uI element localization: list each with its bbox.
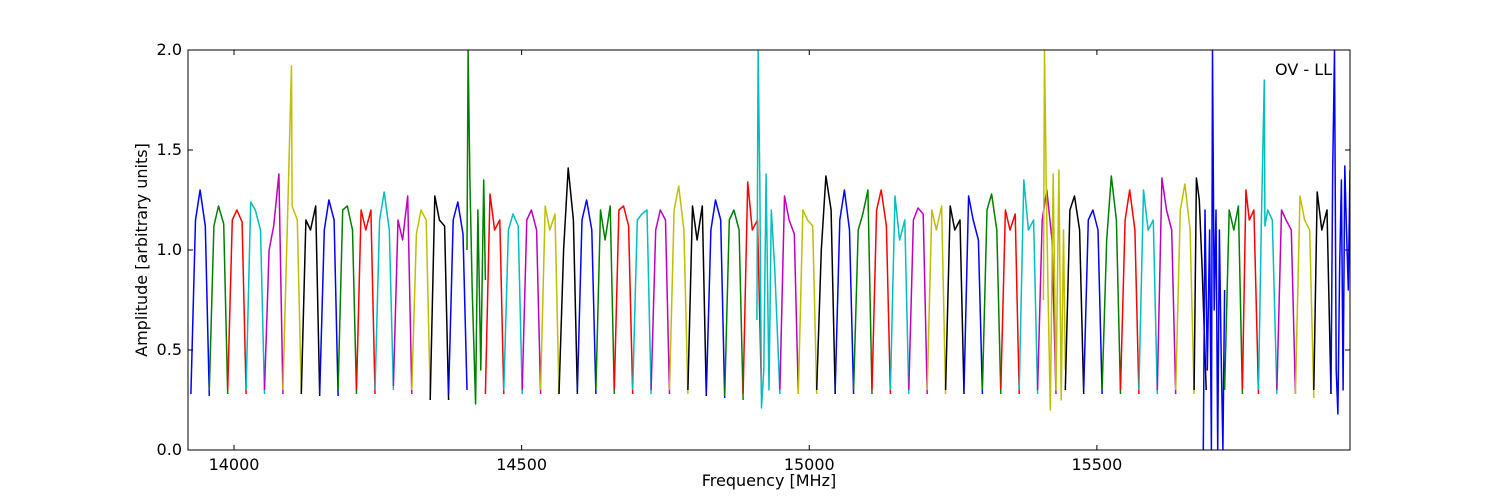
series-line-8: [337, 205, 358, 395]
series-layer: [190, 50, 1350, 450]
series-line-45: [1018, 179, 1039, 395]
series-line-20: [558, 167, 579, 395]
series-line-49: [1082, 209, 1103, 395]
x-tick-label-1: 14500: [496, 455, 547, 474]
series-line-16: [484, 193, 505, 395]
series-line-31: [756, 50, 781, 409]
series-line-34: [815, 175, 836, 395]
series-line-54: [1174, 183, 1195, 395]
series-line-13: [429, 195, 450, 401]
series-line-43: [981, 193, 1002, 395]
series-line-61: [1294, 195, 1315, 399]
series-line-44: [1000, 209, 1020, 395]
y-axis-label: Amplitude [arbitrary units]: [132, 143, 151, 357]
series-line-60: [1276, 209, 1297, 395]
series-line-22: [595, 205, 616, 395]
series-line-7: [318, 199, 339, 397]
series-line-57: [1223, 205, 1244, 395]
series-line-3: [245, 201, 266, 395]
y-tick-label-2: 1.0: [157, 240, 182, 259]
series-line-21: [576, 199, 597, 395]
y-tick-label-4: 2.0: [157, 40, 182, 59]
series-line-5: [282, 65, 303, 395]
series-line-0: [190, 189, 211, 397]
series-line-30: [742, 181, 763, 395]
series-line-33: [797, 209, 818, 395]
y-tick-label-0: 0.0: [157, 440, 182, 459]
series-line-29: [723, 209, 744, 401]
x-axis-label: Frequency [MHz]: [702, 471, 836, 490]
series-line-62: [1313, 191, 1332, 395]
series-line-53: [1156, 177, 1177, 395]
series-line-6: [300, 205, 321, 397]
series-line-9: [355, 209, 376, 395]
series-line-37: [871, 189, 892, 395]
series-line-11: [392, 195, 413, 395]
series-line-51: [1119, 189, 1140, 395]
series-line-32: [779, 195, 800, 395]
series-line-59: [1257, 79, 1278, 395]
series-line-2: [226, 209, 247, 395]
y-tick-label-1: 0.5: [157, 340, 182, 359]
series-line-63: [1330, 50, 1350, 415]
series-line-28: [705, 199, 726, 399]
series-line-36: [852, 189, 873, 395]
series-line-56: [1202, 50, 1226, 450]
series-line-47: [1042, 50, 1067, 411]
series-line-24: [631, 209, 652, 395]
x-tick-label-0: 14000: [209, 455, 260, 474]
series-line-17: [503, 213, 523, 395]
series-line-12: [411, 209, 431, 395]
y-tick-label-3: 1.5: [157, 140, 182, 159]
series-line-14: [447, 201, 468, 395]
series-line-10: [374, 191, 395, 391]
x-tick-label-2: 15000: [784, 455, 835, 474]
series-line-55: [1193, 177, 1207, 391]
tick-layer: 14000 14500 15000 15500 0.0 0.5 1.0 1.5 2.0: [157, 40, 1350, 474]
series-line-26: [668, 185, 689, 395]
series-line-15: [466, 50, 487, 405]
series-line-27: [687, 205, 708, 397]
series-line-48: [1064, 195, 1085, 395]
series-line-18: [521, 209, 542, 395]
series-line-19: [539, 205, 560, 395]
series-line-41: [944, 205, 965, 395]
series-line-1: [208, 205, 229, 395]
series-line-23: [613, 205, 634, 395]
series-line-4: [263, 173, 284, 395]
series-line-40: [926, 205, 947, 395]
series-line-38: [889, 195, 910, 395]
series-line-58: [1241, 189, 1260, 395]
series-line-52: [1138, 189, 1159, 395]
x-tick-label-3: 15500: [1071, 455, 1122, 474]
series-line-42: [963, 195, 984, 395]
series-line-25: [650, 209, 671, 395]
series-line-35: [834, 189, 855, 395]
annotation-label: OV - LL: [1275, 60, 1332, 79]
series-line-50: [1101, 175, 1122, 395]
series-line-39: [908, 207, 928, 395]
